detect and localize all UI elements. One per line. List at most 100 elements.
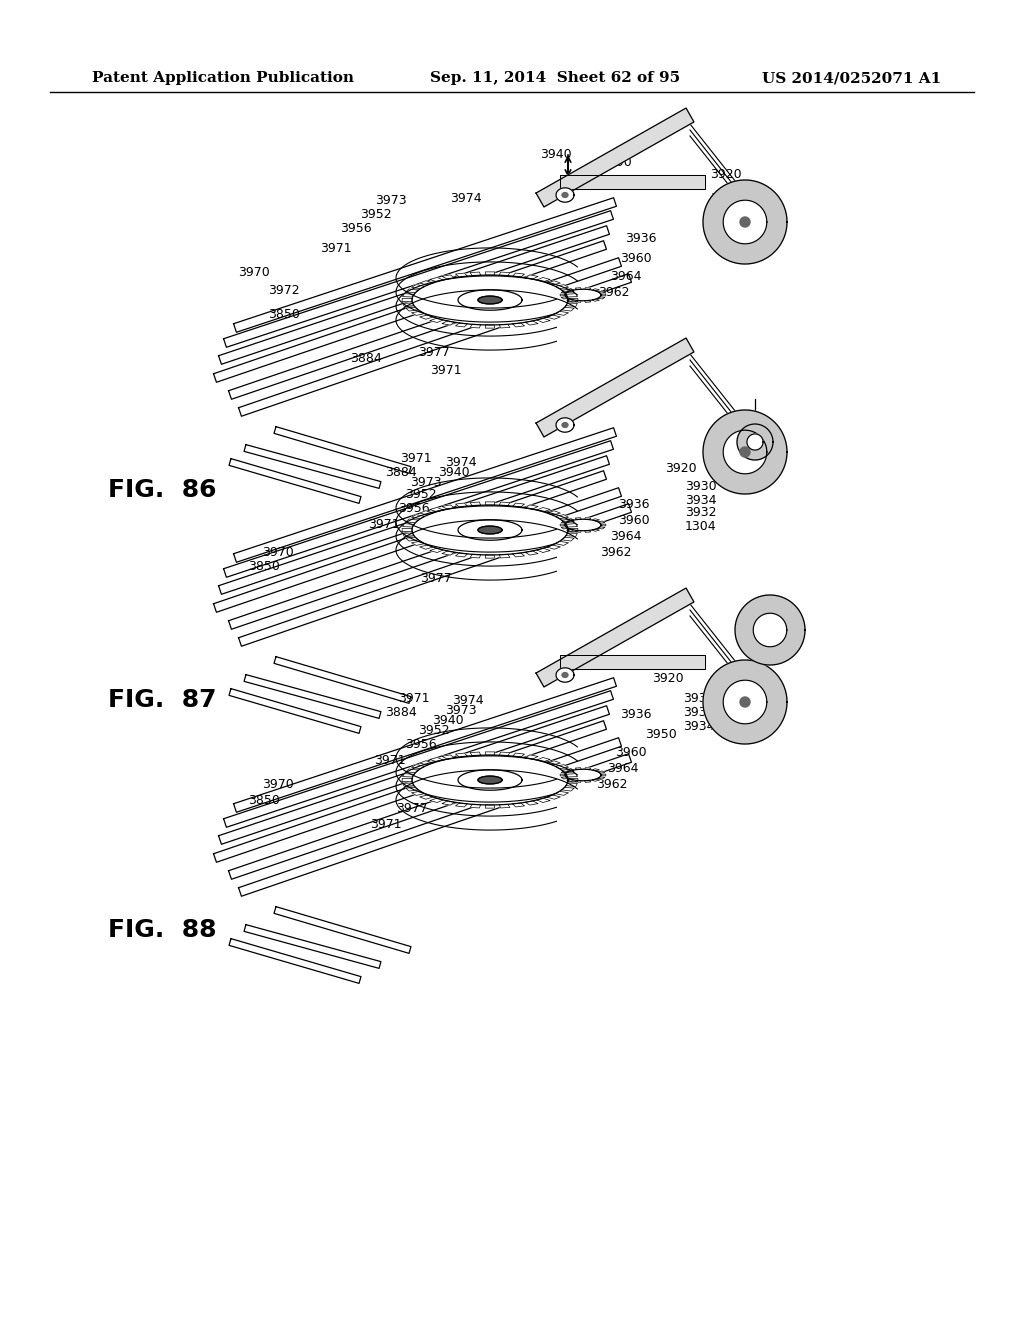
Polygon shape xyxy=(228,488,622,630)
Polygon shape xyxy=(585,301,591,302)
Polygon shape xyxy=(229,689,361,734)
Polygon shape xyxy=(485,502,495,506)
Text: 3970: 3970 xyxy=(238,265,269,279)
Text: 3950: 3950 xyxy=(600,157,632,169)
Polygon shape xyxy=(565,519,601,531)
Polygon shape xyxy=(740,216,750,227)
Polygon shape xyxy=(402,293,414,297)
Polygon shape xyxy=(430,548,443,553)
Text: 3932: 3932 xyxy=(685,507,717,520)
Polygon shape xyxy=(575,768,582,770)
Polygon shape xyxy=(598,771,605,774)
Text: 3930: 3930 xyxy=(710,191,741,205)
Polygon shape xyxy=(723,201,767,244)
Polygon shape xyxy=(566,304,578,306)
Polygon shape xyxy=(598,521,605,523)
Polygon shape xyxy=(406,308,418,312)
Polygon shape xyxy=(593,529,599,531)
Polygon shape xyxy=(442,755,455,759)
Polygon shape xyxy=(402,783,414,787)
Polygon shape xyxy=(560,655,705,669)
Polygon shape xyxy=(560,774,565,776)
Polygon shape xyxy=(562,787,574,791)
Text: 3930: 3930 xyxy=(685,480,717,494)
Polygon shape xyxy=(406,519,418,523)
Text: 3940: 3940 xyxy=(432,714,464,726)
Polygon shape xyxy=(562,308,574,312)
Text: 3970: 3970 xyxy=(262,779,294,792)
Polygon shape xyxy=(478,776,502,784)
Polygon shape xyxy=(556,668,574,682)
Polygon shape xyxy=(456,503,467,507)
Polygon shape xyxy=(566,783,578,787)
Polygon shape xyxy=(500,502,510,506)
Polygon shape xyxy=(560,524,565,525)
Polygon shape xyxy=(555,515,568,519)
Text: 3974: 3974 xyxy=(452,693,483,706)
Text: 3971: 3971 xyxy=(370,818,401,832)
Polygon shape xyxy=(555,791,568,796)
Polygon shape xyxy=(470,272,480,276)
Polygon shape xyxy=(402,774,414,777)
Polygon shape xyxy=(430,799,443,803)
Polygon shape xyxy=(562,422,568,428)
Polygon shape xyxy=(485,272,495,275)
Text: 3960: 3960 xyxy=(615,746,646,759)
Polygon shape xyxy=(723,680,767,723)
Polygon shape xyxy=(585,517,591,520)
Polygon shape xyxy=(500,752,510,755)
Text: 3973: 3973 xyxy=(445,704,476,717)
Text: 3934: 3934 xyxy=(710,206,741,219)
Polygon shape xyxy=(566,533,578,536)
Polygon shape xyxy=(560,294,565,296)
Polygon shape xyxy=(442,321,455,325)
Polygon shape xyxy=(561,777,568,779)
Polygon shape xyxy=(430,758,443,762)
Polygon shape xyxy=(485,325,495,329)
Polygon shape xyxy=(420,281,433,285)
Polygon shape xyxy=(537,758,550,762)
Polygon shape xyxy=(703,411,787,494)
Polygon shape xyxy=(485,752,495,755)
Polygon shape xyxy=(593,519,599,521)
Polygon shape xyxy=(703,660,787,744)
Text: 3964: 3964 xyxy=(610,269,641,282)
Polygon shape xyxy=(562,537,574,541)
Polygon shape xyxy=(565,289,601,301)
Text: 3974: 3974 xyxy=(450,191,481,205)
Polygon shape xyxy=(525,801,538,805)
Text: 3956: 3956 xyxy=(398,502,430,515)
Polygon shape xyxy=(478,296,502,304)
Polygon shape xyxy=(412,312,425,315)
Polygon shape xyxy=(412,275,568,325)
Polygon shape xyxy=(485,805,495,808)
Polygon shape xyxy=(442,550,455,556)
Polygon shape xyxy=(537,507,550,512)
Text: 3952: 3952 xyxy=(360,209,391,222)
Polygon shape xyxy=(500,554,510,558)
Polygon shape xyxy=(740,697,750,708)
Text: 3930: 3930 xyxy=(683,705,715,718)
Polygon shape xyxy=(565,770,601,780)
Polygon shape xyxy=(420,545,433,549)
Polygon shape xyxy=(561,527,568,529)
Polygon shape xyxy=(218,455,609,594)
Polygon shape xyxy=(561,297,568,300)
Polygon shape xyxy=(593,779,599,781)
Text: 3884: 3884 xyxy=(385,705,417,718)
Polygon shape xyxy=(547,281,560,285)
Polygon shape xyxy=(547,795,560,799)
Text: 3971: 3971 xyxy=(430,363,462,376)
Polygon shape xyxy=(598,290,605,293)
Text: 3920: 3920 xyxy=(665,462,696,474)
Polygon shape xyxy=(402,528,412,532)
Text: 3934: 3934 xyxy=(685,494,717,507)
Polygon shape xyxy=(513,323,524,327)
Polygon shape xyxy=(754,614,786,647)
Polygon shape xyxy=(561,771,568,774)
Text: 3956: 3956 xyxy=(340,222,372,235)
Polygon shape xyxy=(723,430,767,474)
Polygon shape xyxy=(562,193,568,198)
Polygon shape xyxy=(430,507,443,512)
Polygon shape xyxy=(566,779,573,781)
